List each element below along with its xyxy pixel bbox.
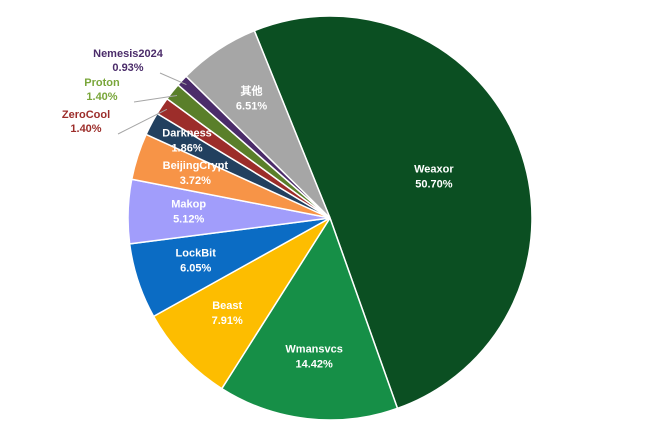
pie-slice-beast xyxy=(152,217,331,390)
slice-value-proton: 1.40% xyxy=(86,91,117,103)
slice-label-lockbit: LockBit xyxy=(176,247,217,259)
leader-line-nemesis2024 xyxy=(159,72,187,86)
pie-slice-weaxor xyxy=(253,15,533,410)
slice-value-makop: 5.12% xyxy=(173,213,204,225)
slice-value-other: 6.51% xyxy=(236,100,267,112)
pie-slice-wmansvcs xyxy=(220,216,399,421)
pie-slice- xyxy=(185,29,331,219)
leader-line-zerocool xyxy=(117,108,168,135)
leader-lines xyxy=(117,72,187,135)
slice-label-darkness: Darkness xyxy=(162,128,212,140)
slice-value-wmansvcs: 14.42% xyxy=(295,359,333,371)
slice-value-nemesis2024: 0.93% xyxy=(112,62,143,74)
slice-value-zerocool: 1.40% xyxy=(70,123,101,135)
slice-label-weaxor: Weaxor xyxy=(414,164,454,176)
slice-label-zerocool: ZeroCool xyxy=(62,109,110,121)
slice-label-wmansvcs: Wmansvcs xyxy=(285,344,342,356)
slice-label-makop: Makop xyxy=(171,198,206,210)
slice-label-proton: Proton xyxy=(84,77,120,89)
slice-label-beijingcrypt: BeijingCrypt xyxy=(163,160,229,172)
slice-value-darkness: 1.86% xyxy=(171,143,202,155)
slice-labels: Weaxor 50.70% Wmansvcs 14.42% Beast 7.91% Lock… xyxy=(62,48,455,371)
slice-value-weaxor: 50.70% xyxy=(415,179,453,191)
slice-label-nemesis2024: Nemesis2024 xyxy=(93,48,164,60)
slice-label-beast: Beast xyxy=(212,300,242,312)
slice-value-beijingcrypt: 3.72% xyxy=(180,175,211,187)
slice-label-other: 其他 xyxy=(241,83,263,97)
pie-slices xyxy=(127,15,533,421)
leader-line-proton xyxy=(133,94,178,103)
slice-value-lockbit: 6.05% xyxy=(180,262,211,274)
slice-value-beast: 7.91% xyxy=(212,315,243,327)
